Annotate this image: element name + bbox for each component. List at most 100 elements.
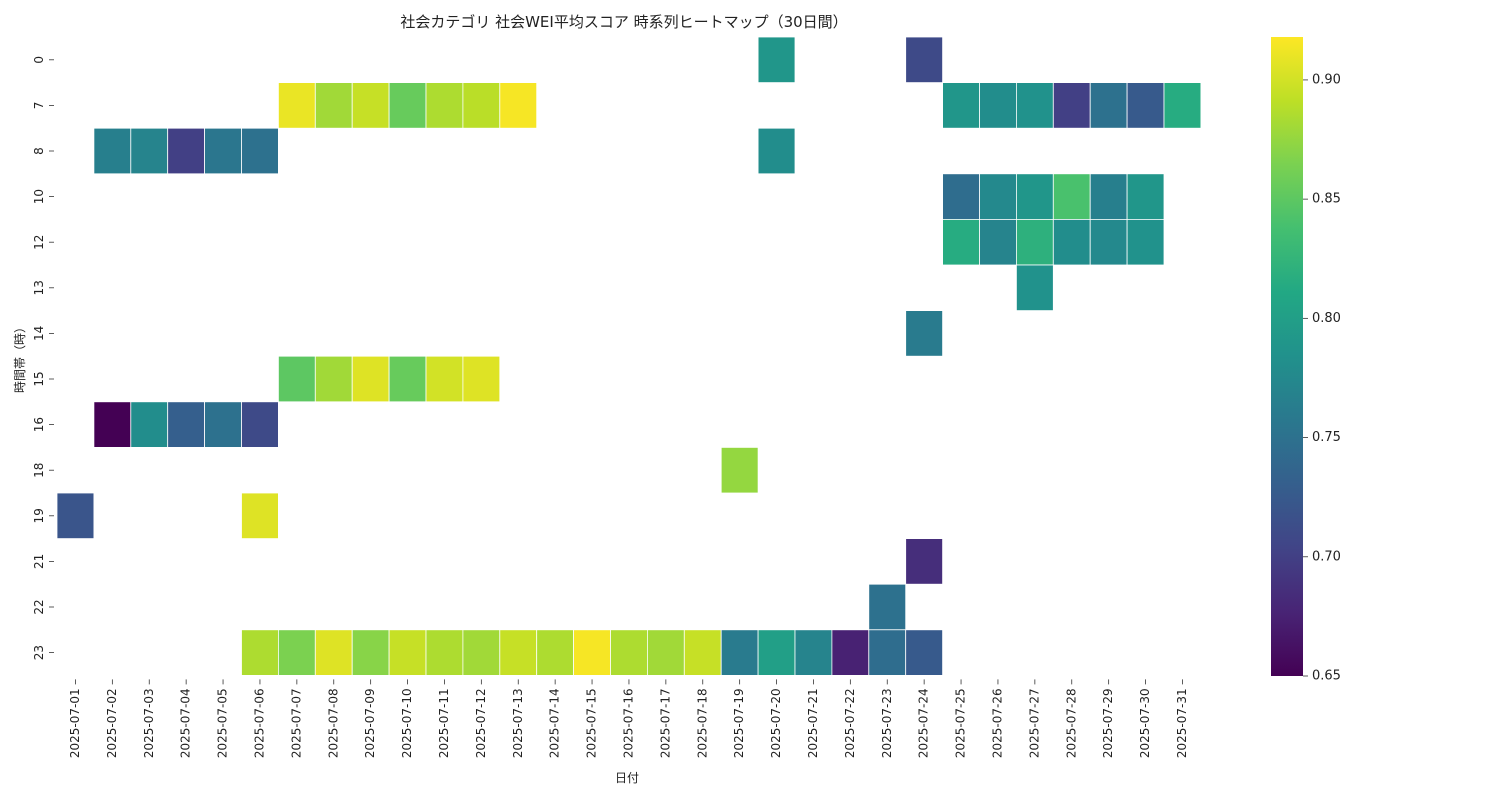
heatmap-cell xyxy=(647,629,685,676)
heatmap-cell xyxy=(610,629,648,676)
y-tick-label: 15 xyxy=(32,371,46,386)
heatmap-cell xyxy=(1052,173,1091,220)
heatmap-cell xyxy=(314,82,353,129)
y-tick-label: 14 xyxy=(32,326,46,341)
x-tick-label: 2025-07-25 xyxy=(954,688,968,758)
heatmap-cell xyxy=(425,629,464,676)
heatmap-cell xyxy=(1016,173,1054,220)
heatmap-cell xyxy=(388,355,427,403)
x-tick-label: 2025-07-16 xyxy=(621,688,635,758)
heatmap-cell xyxy=(499,629,538,676)
heatmap-cell xyxy=(204,401,242,448)
heatmap-cell xyxy=(1163,82,1202,129)
heatmap-cell xyxy=(1126,173,1165,220)
colorbar-ticks: 0.65 0.70 0.75 0.80 0.85 0.90 xyxy=(1303,72,1341,684)
heatmap-cell xyxy=(388,629,427,676)
x-tick-label: 2025-07-21 xyxy=(806,688,820,758)
heatmap-cell xyxy=(130,127,169,175)
colorbar-tick-label: 0.85 xyxy=(1312,192,1341,207)
heatmap-cell xyxy=(1126,218,1165,266)
heatmap-cell xyxy=(720,629,759,676)
heatmap-cell xyxy=(1016,264,1054,311)
heatmap-cell xyxy=(905,310,944,357)
y-tick-label: 8 xyxy=(32,147,46,155)
colorbar-tick-label: 0.90 xyxy=(1312,72,1341,87)
y-tick-label: 16 xyxy=(32,417,46,432)
heatmap-cell xyxy=(905,36,944,83)
colorbar-gradient xyxy=(1271,37,1303,676)
colorbar-tick-label: 0.70 xyxy=(1312,549,1341,564)
x-tick-label: 2025-07-26 xyxy=(990,688,1004,758)
heatmap-cell xyxy=(56,492,95,539)
x-tick-label: 2025-07-14 xyxy=(548,688,562,758)
heatmap-cell xyxy=(979,218,1017,266)
colorbar-tick-label: 0.65 xyxy=(1312,669,1341,684)
x-tick-label: 2025-07-24 xyxy=(917,688,931,758)
x-tick-label: 2025-07-20 xyxy=(769,688,783,758)
heatmap-cell xyxy=(573,629,611,676)
y-tick-label: 7 xyxy=(32,102,46,110)
y-tick-label: 21 xyxy=(32,554,46,569)
heatmap-cell xyxy=(757,127,796,175)
heatmap-cell xyxy=(351,82,390,129)
y-tick-label: 13 xyxy=(32,280,46,295)
chart-title: 社会カテゴリ 社会WEI平均スコア 時系列ヒートマップ（30日間） xyxy=(400,13,847,31)
colorbar: 0.65 0.70 0.75 0.80 0.85 0.90 xyxy=(1271,37,1341,684)
x-tick-label: 2025-07-22 xyxy=(843,688,857,758)
heatmap-cell xyxy=(93,127,132,175)
x-tick-label: 2025-07-10 xyxy=(400,688,414,758)
x-tick-label: 2025-07-04 xyxy=(179,688,193,758)
x-tick-label: 2025-07-28 xyxy=(1064,688,1078,758)
heatmap-cell xyxy=(942,82,980,129)
x-tick-label: 2025-07-30 xyxy=(1138,688,1152,758)
heatmap-cell xyxy=(536,629,575,676)
heatmap-cell xyxy=(241,492,279,539)
heatmap-cell xyxy=(241,629,279,676)
x-tick-label: 2025-07-01 xyxy=(68,688,82,758)
heatmap-cell xyxy=(720,446,759,494)
heatmap-cell xyxy=(351,629,390,676)
x-axis-label: 日付 xyxy=(615,771,639,785)
heatmap-cell xyxy=(868,583,907,631)
heatmap-cell xyxy=(130,401,169,448)
heatmap-cell xyxy=(1052,218,1091,266)
heatmap-cell xyxy=(425,355,464,403)
heatmap-cell xyxy=(942,173,980,220)
heatmap-cell xyxy=(979,173,1017,220)
x-tick-label: 2025-07-29 xyxy=(1101,688,1115,758)
y-axis-ticks: 0 7 8 10 12 13 14 15 16 18 19 21 22 23 xyxy=(32,56,54,660)
heatmap-cell xyxy=(1052,82,1091,129)
heatmap-cell xyxy=(757,36,796,83)
heatmap-cell xyxy=(314,355,353,403)
heatmap-cell xyxy=(499,82,538,129)
x-tick-label: 2025-07-02 xyxy=(105,688,119,758)
heatmap-cell xyxy=(905,629,944,676)
heatmap-cell xyxy=(167,401,205,448)
heatmap-cell xyxy=(462,82,501,129)
y-tick-label: 0 xyxy=(32,56,46,64)
heatmap-cell xyxy=(979,82,1017,129)
heatmap-cell xyxy=(167,127,205,175)
x-tick-label: 2025-07-23 xyxy=(880,688,894,758)
y-tick-label: 10 xyxy=(32,189,46,204)
colorbar-tick-label: 0.75 xyxy=(1312,430,1341,445)
x-tick-label: 2025-07-09 xyxy=(363,688,377,758)
heatmap-cell xyxy=(905,538,944,585)
heatmap-cell xyxy=(351,355,390,403)
heatmap-cell xyxy=(93,401,132,448)
x-tick-label: 2025-07-06 xyxy=(252,688,266,758)
heatmap-cell xyxy=(277,629,316,676)
heatmap-cell xyxy=(831,629,870,676)
y-tick-label: 12 xyxy=(32,235,46,250)
y-tick-label: 22 xyxy=(32,599,46,614)
heatmap-cell xyxy=(277,355,316,403)
heatmap-cell xyxy=(241,127,279,175)
x-tick-label: 2025-07-17 xyxy=(658,688,672,758)
heatmap-cell xyxy=(868,629,907,676)
heatmap-cell xyxy=(314,629,353,676)
x-tick-label: 2025-07-15 xyxy=(585,688,599,758)
x-tick-label: 2025-07-31 xyxy=(1175,688,1189,758)
heatmap-cell xyxy=(683,629,722,676)
x-tick-label: 2025-07-08 xyxy=(326,688,340,758)
